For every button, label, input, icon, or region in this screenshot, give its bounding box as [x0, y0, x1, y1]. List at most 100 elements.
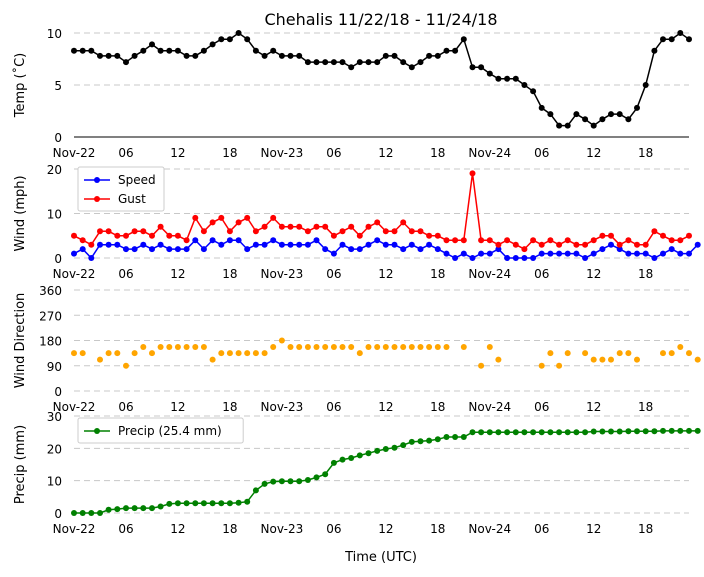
- data-point: [131, 505, 138, 512]
- data-point: [660, 232, 666, 239]
- data-point: [374, 447, 381, 454]
- data-point: [114, 506, 121, 513]
- data-point: [270, 478, 277, 485]
- data-point: [660, 250, 666, 257]
- data-point: [200, 228, 207, 235]
- data-point: [287, 478, 294, 485]
- series-line-panel-1: [74, 32, 690, 127]
- data-point: [408, 438, 415, 445]
- data-point: [408, 344, 415, 350]
- y-tick-label: 180: [39, 335, 62, 349]
- legend-swatch-marker: [94, 196, 100, 202]
- data-point: [71, 510, 77, 516]
- data-point: [564, 429, 571, 436]
- data-point: [668, 350, 675, 357]
- data-point: [356, 350, 363, 357]
- data-point: [97, 510, 103, 516]
- data-point: [486, 237, 493, 244]
- y-tick-label: 360: [39, 284, 62, 298]
- x-tick-label: 06: [118, 146, 133, 160]
- data-point: [564, 237, 571, 244]
- data-point: [131, 228, 138, 235]
- data-point: [408, 241, 415, 248]
- data-point: [166, 232, 173, 239]
- data-point: [166, 246, 173, 253]
- data-point: [408, 228, 415, 235]
- data-point: [304, 477, 311, 483]
- data-point: [382, 344, 389, 350]
- data-point: [460, 344, 467, 350]
- x-tick-label: 06: [118, 267, 133, 281]
- data-point: [564, 122, 571, 129]
- data-point: [174, 232, 181, 239]
- data-point: [668, 246, 675, 253]
- data-point: [391, 52, 398, 59]
- data-point: [651, 255, 658, 261]
- data-point: [486, 344, 493, 350]
- data-point: [322, 344, 329, 350]
- data-point: [400, 246, 407, 253]
- data-point: [192, 214, 199, 221]
- data-point: [452, 47, 459, 54]
- data-point: [582, 255, 589, 261]
- legend-label: Speed: [118, 173, 156, 187]
- data-point: [252, 241, 259, 248]
- data-point: [686, 250, 692, 257]
- data-point: [296, 223, 303, 230]
- x-tick-label: 12: [170, 267, 185, 281]
- data-point: [434, 344, 441, 350]
- data-point: [625, 250, 632, 257]
- data-point: [313, 59, 320, 66]
- data-point: [374, 344, 381, 350]
- data-point: [634, 356, 640, 363]
- data-point: [521, 82, 528, 88]
- data-point: [287, 223, 294, 230]
- data-point: [123, 232, 129, 239]
- data-point: [443, 47, 450, 54]
- data-point: [348, 455, 355, 461]
- data-point: [313, 474, 320, 481]
- data-point: [123, 246, 129, 253]
- data-point: [244, 36, 251, 43]
- y-tick-label: 20: [47, 442, 62, 456]
- panel-3: 0 90 180 270 360 Wind Direction Nov-22 06 12 18 No…: [13, 284, 701, 414]
- data-point: [625, 428, 632, 435]
- data-point: [616, 246, 623, 253]
- data-point: [677, 427, 684, 434]
- x-tick-label: 12: [378, 267, 393, 281]
- data-point: [391, 344, 398, 350]
- x-tick-label: 12: [378, 400, 393, 414]
- data-point: [642, 241, 649, 248]
- data-point: [556, 122, 563, 129]
- data-point: [538, 250, 545, 257]
- data-point: [434, 246, 441, 253]
- legend-swatch-marker: [94, 177, 100, 183]
- data-point: [304, 59, 311, 66]
- data-point: [278, 223, 285, 230]
- data-point: [200, 246, 207, 253]
- data-point: [573, 241, 580, 248]
- y-axis-label: Wind (mph): [13, 175, 28, 251]
- data-point: [512, 429, 519, 436]
- data-point: [79, 246, 86, 253]
- data-point: [686, 350, 692, 357]
- y-tick-label: 0: [54, 131, 62, 145]
- data-point: [348, 246, 355, 253]
- data-point: [443, 344, 450, 350]
- data-point: [287, 52, 294, 59]
- x-tick-label: 18: [638, 146, 653, 160]
- data-point: [270, 237, 277, 244]
- data-point: [356, 246, 363, 253]
- data-point: [426, 52, 433, 59]
- data-point: [218, 36, 225, 43]
- data-point: [261, 350, 268, 357]
- data-point: [71, 250, 77, 257]
- data-point: [105, 52, 112, 59]
- x-tick-label: 18: [222, 267, 237, 281]
- data-point: [218, 241, 225, 248]
- data-point: [495, 356, 502, 363]
- data-point: [564, 350, 571, 357]
- y-tick-label: 10: [47, 208, 62, 222]
- data-point: [105, 241, 112, 248]
